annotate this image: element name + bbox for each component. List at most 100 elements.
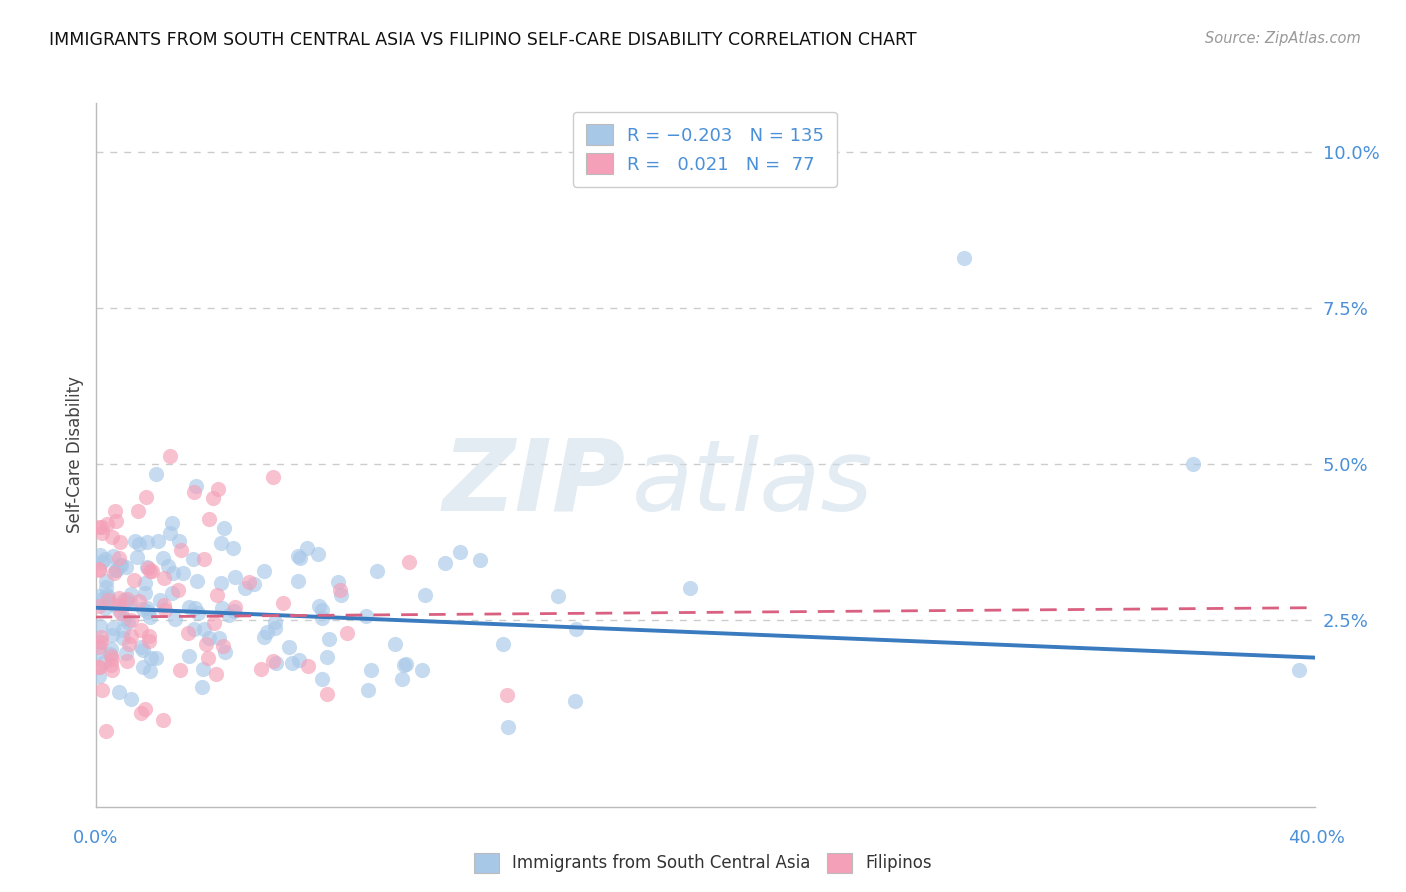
Point — [208, 631, 231, 645]
Point — [93, 552, 115, 566]
Text: 40.0%: 40.0% — [1288, 829, 1344, 847]
Point — [97, 593, 120, 607]
Point — [162, 566, 184, 580]
Point — [253, 630, 276, 644]
Point — [87, 599, 110, 613]
Point — [120, 691, 142, 706]
Point — [264, 656, 287, 670]
Point — [91, 682, 114, 697]
Point — [90, 634, 112, 648]
Point — [129, 623, 152, 637]
Point — [287, 549, 309, 564]
Point — [153, 603, 176, 617]
Point — [295, 541, 318, 555]
Point — [108, 602, 131, 616]
Point — [224, 599, 246, 614]
Point — [262, 654, 284, 668]
Point — [96, 516, 118, 531]
Point — [193, 622, 215, 636]
Point — [449, 545, 471, 559]
Point — [136, 605, 159, 619]
Point — [108, 535, 131, 549]
Point — [149, 593, 172, 607]
Point — [953, 252, 976, 266]
Point — [87, 519, 110, 533]
Point — [108, 550, 131, 565]
Point — [218, 608, 240, 623]
Point — [384, 637, 406, 651]
Point — [87, 633, 110, 648]
Point — [105, 563, 128, 577]
Point — [191, 681, 214, 695]
Point — [100, 530, 122, 544]
Point — [135, 601, 157, 615]
Point — [135, 535, 157, 549]
Point — [413, 588, 436, 602]
Text: atlas: atlas — [631, 434, 873, 532]
Point — [112, 623, 135, 637]
Point — [89, 618, 111, 632]
Point — [89, 548, 111, 562]
Point — [177, 600, 200, 615]
Point — [311, 672, 333, 686]
Point — [103, 566, 125, 581]
Point — [214, 645, 236, 659]
Point — [101, 663, 124, 677]
Point — [238, 574, 260, 589]
Point — [87, 640, 110, 654]
Point — [91, 526, 114, 541]
Point — [209, 536, 232, 550]
Point — [105, 563, 128, 577]
Point — [115, 646, 138, 660]
Point — [176, 625, 198, 640]
Point — [411, 663, 433, 677]
Point — [148, 534, 170, 549]
Point — [172, 566, 194, 580]
Point — [256, 625, 278, 640]
Point — [110, 558, 132, 573]
Point — [96, 588, 118, 602]
Point — [127, 504, 149, 518]
Point — [166, 582, 188, 597]
Point — [134, 702, 156, 716]
Point — [97, 590, 120, 604]
Point — [87, 669, 110, 683]
Point — [105, 514, 128, 528]
Point — [165, 612, 187, 626]
Point — [195, 637, 218, 651]
Point — [114, 559, 136, 574]
Point — [496, 688, 519, 702]
Point — [202, 615, 225, 630]
Point — [326, 574, 349, 589]
Point — [181, 552, 204, 566]
Point — [120, 629, 142, 643]
Point — [100, 657, 122, 672]
Point — [564, 694, 586, 708]
Point — [201, 491, 224, 505]
Point — [117, 654, 139, 668]
Point — [679, 581, 702, 595]
Point — [186, 574, 208, 588]
Point — [145, 651, 167, 665]
Point — [565, 622, 588, 636]
Point — [395, 657, 418, 672]
Point — [207, 482, 229, 496]
Point — [169, 663, 191, 677]
Point — [136, 559, 159, 574]
Point — [224, 570, 246, 584]
Point — [159, 526, 181, 541]
Point — [131, 601, 153, 615]
Point — [117, 615, 139, 629]
Point — [120, 613, 142, 627]
Point — [287, 574, 309, 589]
Legend: R = −0.203   N = 135, R =   0.021   N =  77: R = −0.203 N = 135, R = 0.021 N = 77 — [574, 112, 837, 186]
Point — [145, 467, 167, 481]
Point — [336, 625, 359, 640]
Point — [125, 550, 148, 565]
Point — [470, 553, 492, 567]
Point — [108, 558, 131, 573]
Point — [87, 563, 110, 577]
Point — [153, 571, 176, 585]
Point — [87, 561, 110, 575]
Point — [93, 655, 115, 669]
